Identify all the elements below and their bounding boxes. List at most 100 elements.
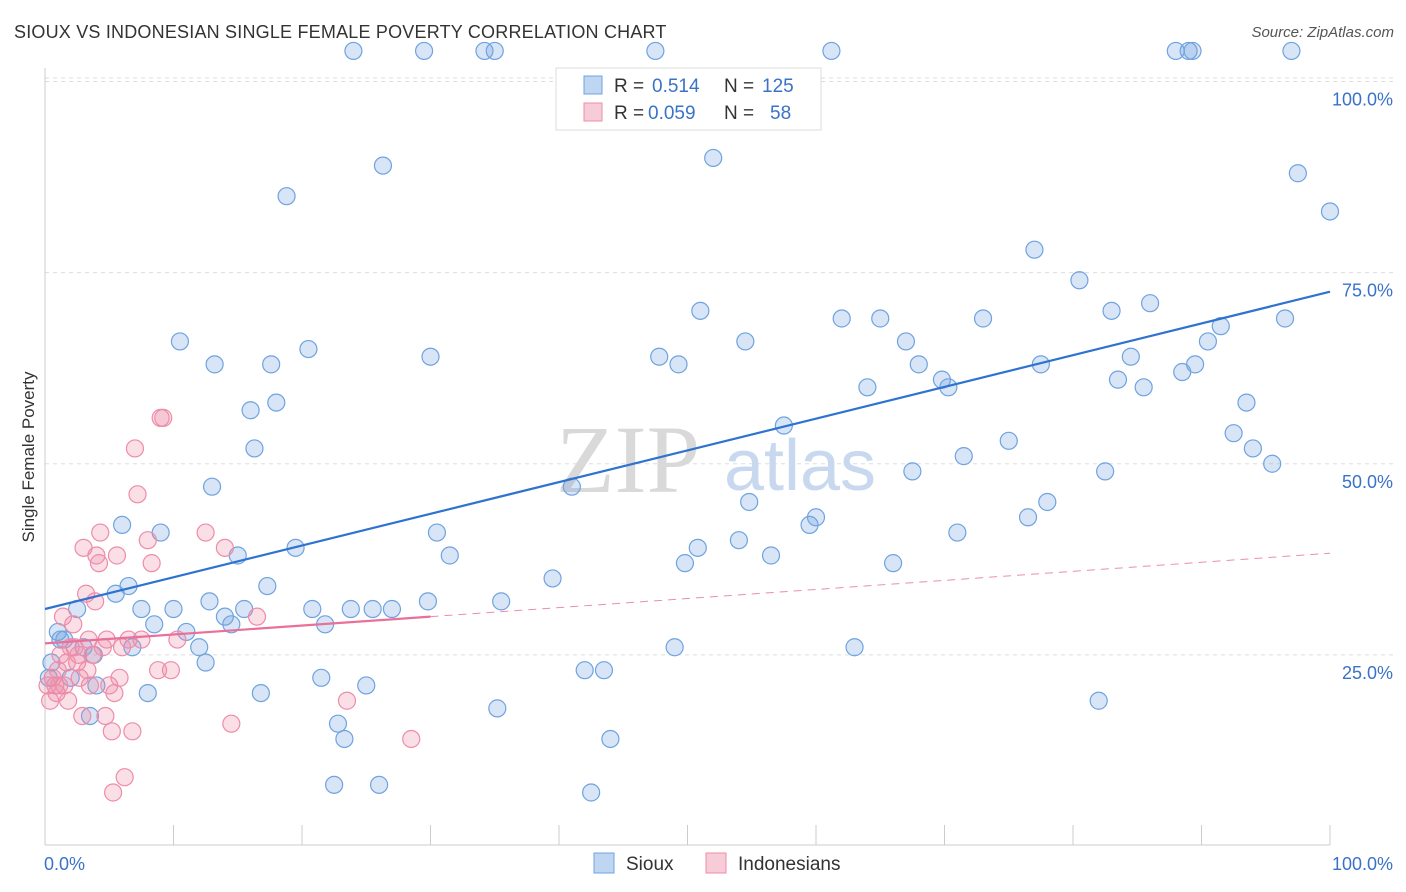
sioux-point bbox=[440, 546, 459, 565]
sioux-point bbox=[112, 515, 132, 535]
trend-lines bbox=[44, 290, 1331, 645]
sioux-point bbox=[262, 355, 281, 374]
sioux-point bbox=[594, 661, 614, 680]
indonesians-point bbox=[80, 676, 100, 695]
indonesians-point bbox=[142, 554, 161, 573]
sioux-point bbox=[267, 393, 286, 412]
sioux-point bbox=[485, 41, 504, 61]
watermark-atlas: atlas bbox=[724, 426, 876, 506]
sioux-point bbox=[688, 538, 707, 557]
bottom-legend-label-indonesians: Indonesians bbox=[738, 854, 840, 875]
sioux-point bbox=[740, 492, 759, 512]
sioux-point bbox=[948, 523, 967, 542]
sioux-point bbox=[1183, 41, 1202, 61]
sioux-point bbox=[488, 699, 507, 718]
sioux-point bbox=[1096, 462, 1115, 481]
sioux-point bbox=[761, 546, 781, 565]
sioux-point bbox=[1038, 492, 1057, 512]
sioux-point bbox=[954, 447, 973, 466]
sioux-point bbox=[1224, 424, 1243, 443]
indonesians-point bbox=[215, 538, 234, 557]
legend-swatch-indonesians bbox=[583, 102, 603, 122]
sioux-point bbox=[241, 401, 260, 420]
sioux-point bbox=[344, 41, 363, 61]
legend-n-value-sioux: 125 bbox=[762, 76, 794, 97]
sioux-point bbox=[896, 332, 916, 351]
sioux-point bbox=[806, 508, 826, 527]
sioux-point bbox=[222, 615, 241, 634]
sioux-point bbox=[871, 309, 890, 328]
indonesians-point bbox=[102, 722, 121, 741]
indonesians-point bbox=[53, 607, 73, 626]
sioux-point bbox=[1198, 332, 1218, 351]
sioux-point bbox=[51, 630, 70, 649]
indonesians-point bbox=[69, 645, 88, 664]
indonesians-point bbox=[337, 691, 357, 710]
sioux-point bbox=[258, 576, 277, 596]
indonesians-point bbox=[107, 546, 127, 565]
indonesians-point bbox=[73, 706, 92, 726]
sioux-point bbox=[164, 599, 183, 619]
sioux-point bbox=[200, 592, 219, 611]
indonesians-point bbox=[115, 768, 134, 787]
indonesians-point bbox=[154, 408, 173, 427]
sioux-point bbox=[277, 187, 296, 206]
legend-box bbox=[555, 67, 822, 131]
sioux-point bbox=[1140, 294, 1160, 313]
sioux-point bbox=[132, 599, 151, 619]
sioux-point bbox=[999, 431, 1018, 450]
indonesians-point bbox=[55, 676, 74, 695]
legend-r-value-indonesians: 0.059 bbox=[648, 103, 696, 124]
indonesians-trend-extension bbox=[430, 552, 1331, 618]
bottom-legend-swatch-sioux bbox=[593, 852, 615, 874]
x-tick-label: 0.0% bbox=[44, 854, 85, 874]
sioux-point bbox=[1179, 41, 1198, 61]
y-tick-label: 100.0% bbox=[1332, 90, 1393, 110]
sioux-point bbox=[650, 347, 669, 366]
sioux-trend-line bbox=[44, 290, 1331, 611]
sioux-point bbox=[382, 599, 402, 619]
indonesians-points bbox=[38, 408, 421, 802]
sioux-point bbox=[341, 599, 360, 619]
sioux-point bbox=[205, 355, 224, 374]
sioux-point bbox=[832, 309, 851, 328]
sioux-point bbox=[646, 41, 665, 61]
x-tick-label: 100.0% bbox=[1332, 854, 1393, 874]
sioux-point bbox=[492, 592, 511, 611]
legend-n-value-indonesians: 58 bbox=[770, 103, 791, 124]
indonesians-point bbox=[104, 783, 123, 802]
sioux-point bbox=[575, 661, 594, 680]
sioux-point bbox=[299, 339, 318, 359]
indonesians-point bbox=[78, 661, 97, 680]
sioux-point bbox=[202, 477, 222, 496]
sioux-point bbox=[858, 378, 877, 397]
correlation-legend: R = 0.514 N = 125 R = 0.059 N = 58 bbox=[555, 67, 822, 131]
series-legend: Sioux Indonesians bbox=[593, 852, 840, 875]
indonesians-point bbox=[247, 607, 267, 626]
sioux-point bbox=[373, 156, 393, 175]
sioux-point bbox=[543, 569, 562, 588]
sioux-point bbox=[427, 523, 447, 542]
sioux-point bbox=[421, 347, 440, 366]
sioux-point bbox=[418, 592, 438, 611]
sioux-point bbox=[1275, 309, 1295, 328]
sioux-point bbox=[736, 332, 755, 351]
indonesians-point bbox=[123, 722, 142, 741]
sioux-point bbox=[883, 554, 903, 573]
sioux-point bbox=[328, 714, 348, 733]
legend-r-label-sioux: R = bbox=[614, 76, 644, 97]
sioux-point bbox=[1018, 508, 1038, 527]
sioux-point bbox=[190, 638, 209, 657]
sioux-point bbox=[704, 148, 723, 168]
indonesians-point bbox=[222, 714, 241, 733]
indonesians-point bbox=[161, 661, 181, 680]
sioux-point bbox=[1185, 355, 1205, 374]
sioux-point bbox=[138, 683, 157, 703]
indonesians-point bbox=[128, 485, 147, 504]
indonesians-trend-line bbox=[44, 615, 431, 645]
sioux-point bbox=[973, 309, 993, 328]
indonesians-point bbox=[91, 523, 110, 542]
sioux-point bbox=[357, 676, 376, 695]
legend-n-label-sioux: N = bbox=[724, 76, 754, 97]
sioux-point bbox=[1320, 202, 1340, 221]
